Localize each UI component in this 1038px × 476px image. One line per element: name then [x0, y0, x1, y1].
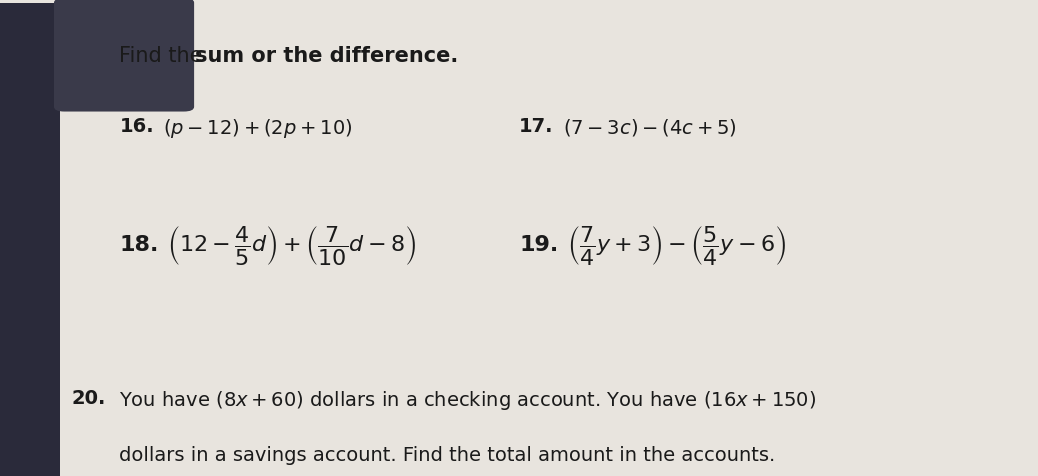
Text: $(p - 12) + (2p + 10)$: $(p - 12) + (2p + 10)$: [163, 117, 352, 140]
Text: 17.: 17.: [519, 117, 553, 136]
Text: You have $(8x + 60)$ dollars in a checking account. You have $(16x + 150)$: You have $(8x + 60)$ dollars in a checki…: [119, 388, 817, 412]
Text: $(7 - 3c) - (4c + 5)$: $(7 - 3c) - (4c + 5)$: [563, 117, 736, 138]
FancyBboxPatch shape: [54, 0, 194, 112]
Text: 20.: 20.: [72, 388, 106, 407]
Text: sum or the difference.: sum or the difference.: [195, 46, 459, 66]
Text: 19.: 19.: [519, 235, 558, 255]
Text: $\left(12 - \dfrac{4}{5}d\right) + \left(\dfrac{7}{10}d - 8\right)$: $\left(12 - \dfrac{4}{5}d\right) + \left…: [167, 223, 416, 266]
Bar: [0, 4, 60, 476]
Text: Find the: Find the: [119, 46, 210, 66]
Text: 16.: 16.: [119, 117, 154, 136]
Text: $\left(\dfrac{7}{4}y + 3\right) - \left(\dfrac{5}{4}y - 6\right)$: $\left(\dfrac{7}{4}y + 3\right) - \left(…: [567, 223, 786, 266]
Text: dollars in a savings account. Find the total amount in the accounts.: dollars in a savings account. Find the t…: [119, 446, 775, 464]
Text: 18.: 18.: [119, 235, 159, 255]
